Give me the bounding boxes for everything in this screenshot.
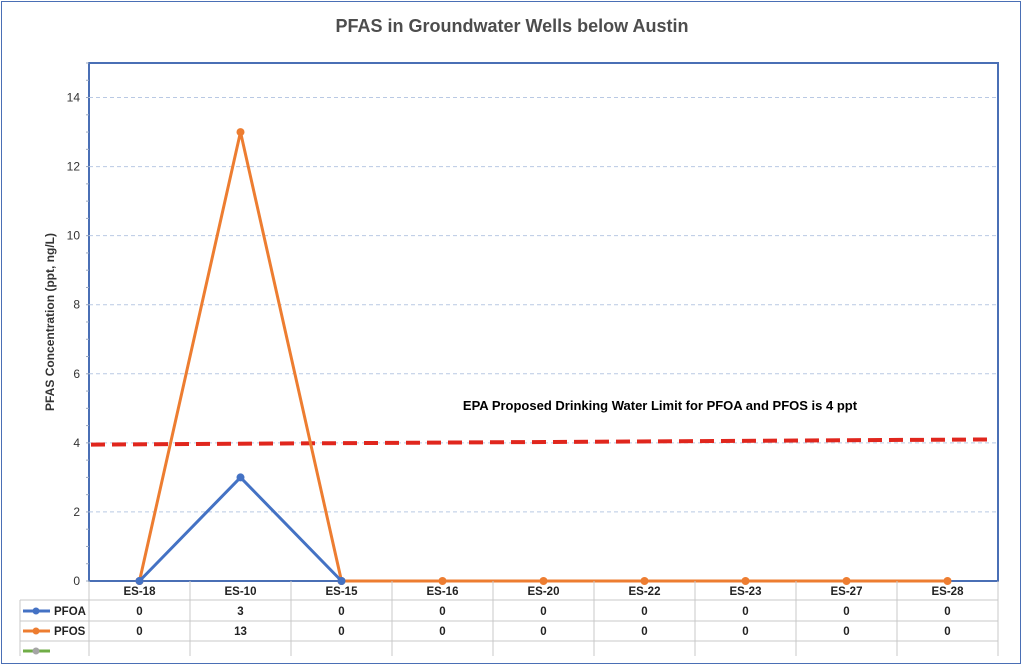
- reference-line-label: EPA Proposed Drinking Water Limit for PF…: [463, 398, 858, 413]
- data-point-pfos: [539, 577, 548, 585]
- table-cell-value: 0: [439, 606, 445, 618]
- table-cell-value: 3: [237, 606, 243, 618]
- gridlines: [89, 97, 998, 513]
- table-cell-value: 13: [234, 626, 247, 638]
- data-point-pfos: [842, 577, 851, 585]
- data-point-pfoa: [337, 577, 346, 585]
- x-category-label: ES-20: [528, 586, 560, 598]
- reference-line-group: [90, 437, 995, 447]
- legend-key-marker: [32, 607, 40, 615]
- y-tick-label: 10: [67, 229, 81, 243]
- reference-line: [90, 437, 995, 447]
- y-tick-label: 6: [73, 367, 80, 381]
- y-axis: 0 2 4 6 8 10 12 14: [67, 62, 89, 588]
- data-point-pfos: [236, 128, 245, 137]
- y-tick-label: 4: [73, 436, 80, 450]
- y-tick-label: 14: [67, 91, 81, 105]
- x-category-label: ES-23: [730, 586, 762, 598]
- table-cell-value: 0: [843, 606, 849, 618]
- x-category-label: ES-22: [629, 586, 661, 598]
- table-cell-value: 0: [944, 626, 950, 638]
- y-tick-label: 8: [73, 298, 80, 312]
- y-tick-label: 12: [67, 160, 81, 174]
- data-point-pfos: [741, 577, 750, 585]
- legend-label-pfos: PFOS: [54, 626, 86, 638]
- legend-label-pfoa: PFOA: [54, 606, 86, 618]
- series-line-pfoa: [138, 475, 343, 583]
- x-category-label: ES-16: [427, 586, 459, 598]
- y-tick-label: 2: [73, 505, 80, 519]
- x-category-label: ES-18: [124, 586, 157, 598]
- table-cell-value: 0: [641, 626, 647, 638]
- data-point-pfoa: [236, 473, 245, 482]
- legend-key-marker: [32, 647, 40, 655]
- data-point-pfos: [640, 577, 649, 585]
- x-category-label: ES-10: [225, 586, 257, 598]
- y-tick-label: 0: [73, 574, 80, 588]
- data-point-pfoa: [135, 577, 144, 585]
- table-cell-value: 0: [540, 626, 546, 638]
- chart-title: PFAS in Groundwater Wells below Austin: [335, 16, 688, 36]
- table-cell-value: 0: [338, 626, 344, 638]
- table-cell-value: 0: [641, 606, 647, 618]
- x-category-label: ES-27: [831, 586, 863, 598]
- y-axis-label: PFAS Concentration (ppt, ng/L): [43, 233, 57, 411]
- table-cell-value: 0: [944, 606, 950, 618]
- series-lines: [135, 128, 952, 585]
- table-cell-value: 0: [742, 606, 748, 618]
- table-cell-value: 0: [540, 606, 546, 618]
- data-point-pfos: [438, 577, 447, 585]
- plot-area: [88, 62, 999, 582]
- table-cell-value: 0: [136, 606, 142, 618]
- legend-key-marker: [32, 627, 40, 635]
- table-cell-value: 0: [136, 626, 142, 638]
- x-category-label: ES-28: [932, 586, 965, 598]
- table-cell-value: 0: [439, 626, 445, 638]
- data-point-pfos: [943, 577, 952, 585]
- table-cell-value: 0: [843, 626, 849, 638]
- x-category-label: ES-15: [326, 586, 359, 598]
- data-table: ES-18 ES-10 ES-15 ES-16 ES-20 ES-22 ES-23 ES-27…: [19, 581, 999, 656]
- series-line-pfos: [138, 130, 948, 583]
- table-cell-value: 0: [338, 606, 344, 618]
- table-cell-value: 0: [742, 626, 748, 638]
